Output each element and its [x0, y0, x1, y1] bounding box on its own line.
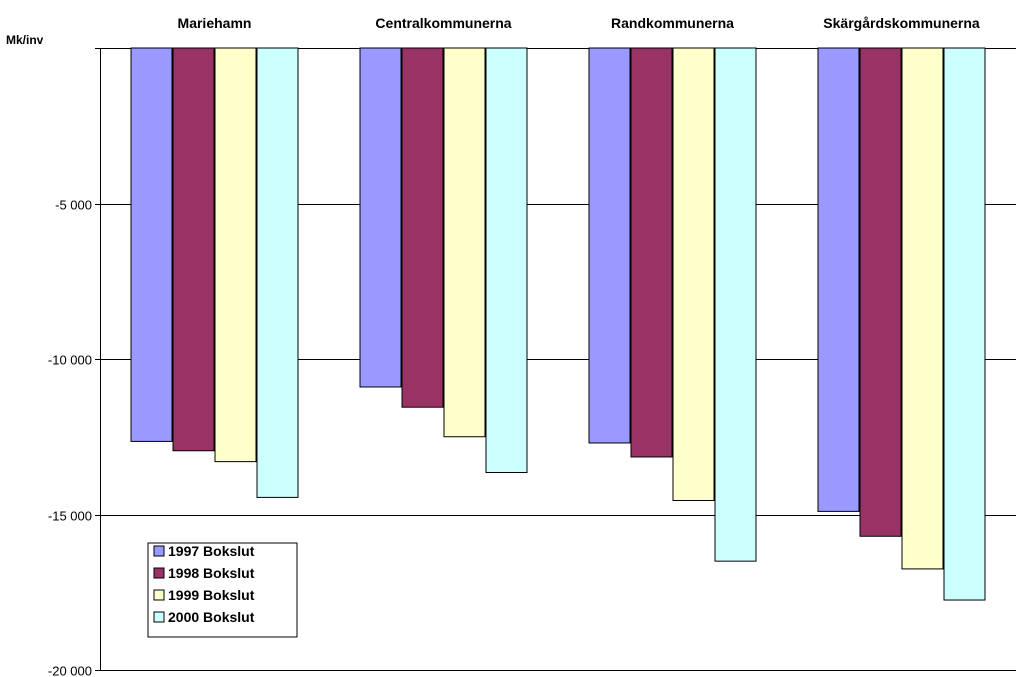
- bar: [817, 47, 860, 512]
- y-axis-unit-label: Mk/inv: [6, 33, 44, 47]
- legend-frame: [147, 542, 298, 638]
- legend-label: 1997 Bokslut: [168, 543, 255, 559]
- bar: [672, 47, 715, 502]
- bars: [130, 47, 986, 601]
- bar: [130, 47, 173, 442]
- legend-swatch: [153, 589, 165, 601]
- bar: [630, 47, 673, 458]
- bar: [172, 47, 215, 452]
- bar: [588, 47, 631, 444]
- category-label: Mariehamn: [178, 15, 252, 31]
- bar: [443, 47, 486, 438]
- category-label: Skärgårdskommunerna: [823, 15, 980, 31]
- category-label: Centralkommunerna: [375, 15, 511, 31]
- category-label: Randkommunerna: [611, 15, 734, 31]
- bar: [714, 47, 757, 562]
- legend-swatch: [153, 567, 165, 579]
- legend-label: 1998 Bokslut: [168, 565, 255, 581]
- legend: 1997 Bokslut 1998 Bokslut 1999 Bokslut 2000…: [147, 542, 298, 638]
- bar: [943, 47, 986, 601]
- y-tick-label: -10 000: [48, 353, 92, 368]
- y-tick-label: -15 000: [48, 509, 92, 524]
- bar: [359, 47, 402, 388]
- bar: [859, 47, 902, 537]
- legend-label: 2000 Bokslut: [168, 609, 255, 625]
- bar: [401, 47, 444, 408]
- legend-label: 1999 Bokslut: [168, 587, 255, 603]
- y-tick-label: -20 000: [48, 664, 92, 677]
- y-axis: -5 000 -10 000 -15 000 -20 000: [48, 48, 101, 677]
- category-labels: Mariehamn Centralkommunerna Randkommunerna…: [178, 15, 980, 31]
- legend-swatch: [153, 611, 165, 623]
- bar: [485, 47, 528, 474]
- y-tick-label: -5 000: [55, 198, 92, 213]
- bar: [256, 47, 299, 498]
- bar: [214, 47, 257, 463]
- legend-swatch: [153, 545, 165, 557]
- bar: [901, 47, 944, 570]
